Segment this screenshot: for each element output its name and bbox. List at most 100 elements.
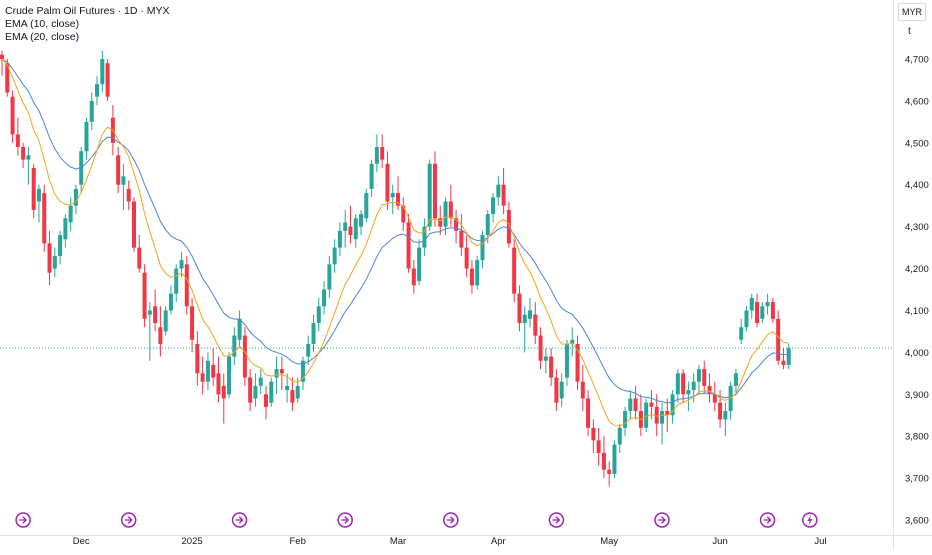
ema-lines	[0, 58, 893, 427]
event-markers[interactable]	[15, 512, 818, 528]
candle	[501, 184, 506, 206]
y-tick-label: 3,900	[905, 390, 929, 401]
candle	[311, 323, 316, 344]
price-axis[interactable]: 4,700 4,600 4,500 4,400 4,300 4,200 4,100 4,000…	[905, 55, 929, 527]
candle	[401, 205, 406, 223]
arrow-glyph	[124, 516, 133, 524]
candle	[781, 360, 786, 365]
candle	[253, 385, 258, 399]
candle	[5, 63, 10, 93]
time-axis[interactable]: Dec 2025 Feb Mar Apr May Jun Jul	[73, 536, 827, 547]
dividend-icon[interactable]	[548, 512, 565, 528]
lightning-icon[interactable]	[802, 512, 818, 528]
candle	[491, 197, 496, 215]
y-tick-label: 4,500	[905, 138, 929, 149]
candle	[221, 385, 226, 399]
candle	[549, 356, 554, 378]
ema10-line	[1, 58, 789, 427]
candle	[63, 218, 68, 240]
candle	[454, 218, 459, 231]
candle	[190, 306, 195, 340]
candle	[485, 214, 490, 236]
candle	[623, 411, 628, 428]
candle	[52, 255, 57, 269]
candle	[116, 155, 121, 185]
candle	[322, 289, 327, 307]
candle	[506, 209, 511, 244]
candle	[755, 302, 760, 324]
candle	[369, 163, 374, 189]
arrow-glyph	[341, 516, 349, 524]
candle	[786, 348, 791, 365]
candle	[644, 402, 649, 428]
candle	[543, 356, 548, 361]
candle	[691, 381, 696, 391]
candle	[670, 394, 675, 416]
candle	[79, 151, 84, 185]
candle	[517, 293, 522, 324]
candle	[396, 193, 400, 206]
candle	[285, 385, 290, 391]
candle	[564, 343, 569, 378]
candle	[533, 314, 538, 336]
candle	[528, 310, 532, 319]
candle	[279, 369, 284, 374]
y-tick-label: 3,800	[905, 432, 929, 443]
arrow-glyph	[763, 516, 772, 524]
unit-label: t	[908, 26, 911, 37]
candle	[105, 63, 110, 97]
candle	[295, 385, 300, 399]
candle	[348, 226, 353, 236]
dividend-icon[interactable]	[654, 512, 670, 528]
candle	[359, 214, 364, 227]
candle	[480, 235, 485, 261]
y-tick-label: 3,700	[905, 474, 929, 485]
candle	[776, 318, 781, 361]
candle	[765, 302, 770, 307]
symbol-title[interactable]: Crude Palm Oil Futures · 1D · MYX	[5, 5, 170, 17]
candle	[343, 222, 348, 231]
candle	[306, 343, 311, 357]
dividend-icon[interactable]	[337, 512, 353, 528]
candle	[290, 390, 295, 403]
dividend-icon[interactable]	[231, 512, 248, 528]
candle	[628, 398, 633, 412]
candle	[586, 398, 591, 428]
candle	[327, 264, 332, 290]
candle	[147, 310, 152, 315]
ema20-legend[interactable]: EMA (20, close)	[5, 31, 80, 43]
candle	[459, 230, 464, 248]
ema10-legend[interactable]: EMA (10, close)	[5, 18, 80, 30]
candle	[132, 201, 136, 248]
candle	[422, 226, 427, 248]
candle	[570, 339, 575, 344]
candle	[559, 381, 564, 399]
candle	[390, 193, 395, 198]
candle	[337, 230, 342, 248]
candle	[522, 314, 527, 324]
x-tick-label: Apr	[491, 536, 506, 547]
candle	[0, 54, 4, 59]
candle	[10, 96, 15, 135]
dividend-icon[interactable]	[15, 512, 31, 528]
candle	[126, 188, 131, 202]
arrow-glyph	[552, 516, 561, 524]
candle	[427, 163, 432, 227]
dividend-icon[interactable]	[443, 512, 459, 528]
y-tick-label: 4,600	[905, 96, 929, 107]
candle	[174, 268, 179, 294]
candle	[179, 260, 184, 269]
candle	[374, 147, 379, 164]
candle	[411, 268, 416, 286]
currency-button[interactable]: MYR	[898, 3, 926, 21]
arrow-glyph	[657, 516, 666, 524]
dividend-icon[interactable]	[759, 512, 776, 528]
dividend-icon[interactable]	[120, 512, 137, 528]
y-tick-label: 4,200	[905, 264, 929, 275]
candle	[42, 193, 47, 244]
candle	[596, 440, 601, 453]
candle	[195, 343, 200, 374]
candle	[554, 377, 559, 403]
